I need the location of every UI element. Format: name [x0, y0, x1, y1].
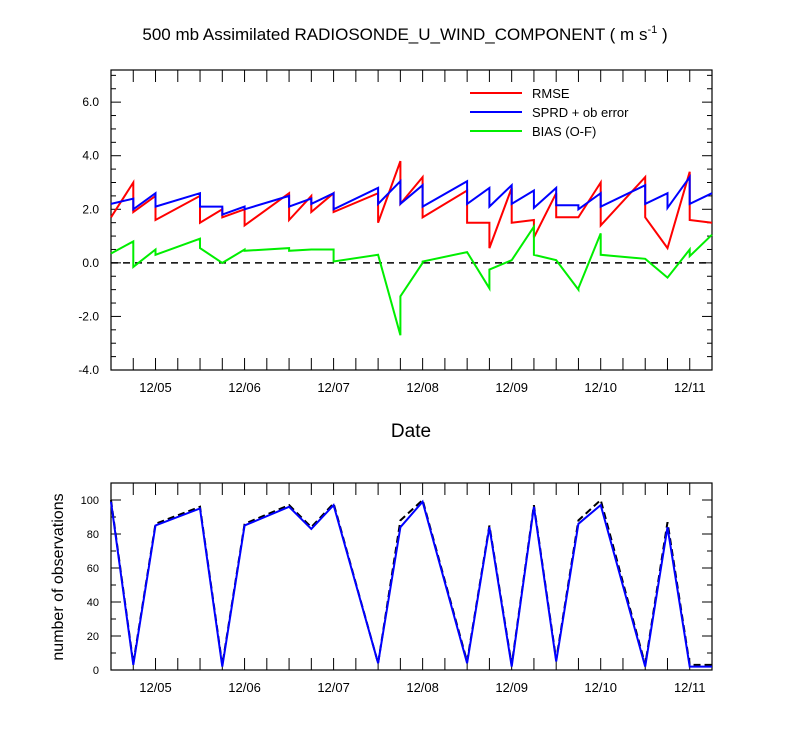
- y-tick-label: 0: [93, 665, 99, 677]
- plot-frame: [110, 69, 713, 371]
- y-tick-label: 0.0: [82, 256, 99, 270]
- x-tick-label: 12/10: [584, 680, 617, 695]
- plot-frame: [110, 482, 713, 671]
- y-tick-label: -4.0: [78, 363, 99, 377]
- x-tick-label: 12/07: [317, 680, 350, 695]
- bottom-line-chart: 12/05 12/06 12/07 12/08 12/09 12/10 12/11 0 20 40…: [81, 482, 713, 695]
- x-tick-label: 12/05: [139, 380, 172, 395]
- x-tick-label: 12/05: [139, 680, 172, 695]
- legend-label: RMSE: [532, 86, 570, 101]
- x-tick-label: 12/10: [584, 380, 617, 395]
- y-tick-label: 6.0: [82, 95, 99, 109]
- y-tick-label: 40: [87, 597, 99, 609]
- x-axis-label: Date: [391, 421, 431, 442]
- x-tick-label: 12/09: [495, 380, 528, 395]
- y-tick-label: 80: [87, 529, 99, 541]
- x-tick-label: 12/11: [674, 680, 706, 695]
- x-tick-label: 12/07: [317, 380, 350, 395]
- legend-label: SPRD + ob error: [532, 105, 629, 120]
- x-tick-label: 12/08: [406, 680, 439, 695]
- series-line-possible: [110, 498, 712, 666]
- x-tick-label: 12/06: [228, 680, 261, 695]
- x-tick-label: 12/11: [674, 380, 706, 395]
- y-tick-label: 2.0: [82, 202, 99, 216]
- series-line-used: [110, 499, 712, 668]
- y-axis-label: number of observations: [50, 493, 67, 660]
- y-tick-label: 4.0: [82, 149, 99, 163]
- y-tick-label: 60: [87, 563, 99, 575]
- chart-title: 500 mb Assimilated RADIOSONDE_U_WIND_COM…: [142, 24, 667, 44]
- x-tick-label: 12/06: [228, 380, 261, 395]
- x-tick-label: 12/08: [406, 380, 439, 395]
- y-tick-label: -2.0: [78, 309, 99, 323]
- series-line-bias-o-f: [110, 223, 713, 336]
- series-line-sprd-ob-error: [110, 174, 713, 217]
- y-tick-label: 100: [81, 495, 99, 507]
- legend-label: BIAS (O-F): [532, 124, 596, 139]
- series-line-rmse: [110, 160, 713, 251]
- x-tick-label: 12/09: [495, 680, 528, 695]
- top-line-chart: 12/05 12/06 12/07 12/08 12/09 12/10 12/11 -4.0 -…: [78, 69, 713, 395]
- y-tick-label: 20: [87, 631, 99, 643]
